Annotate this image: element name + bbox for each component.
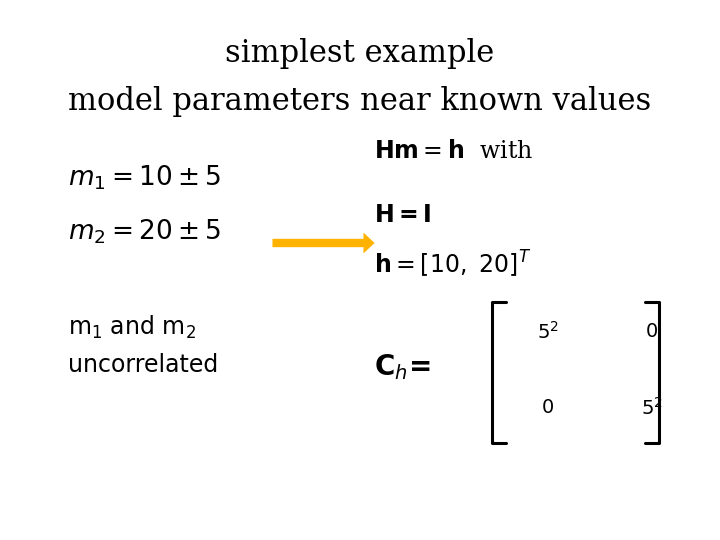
Text: model parameters near known values: model parameters near known values [68,86,652,117]
Text: $5^2$: $5^2$ [641,397,662,418]
Text: $\mathbf{C}_h\!\mathbf{=}$: $\mathbf{C}_h\!\mathbf{=}$ [374,352,431,382]
Text: $m_2 = 20 \pm 5$: $m_2 = 20 \pm 5$ [68,218,221,246]
Text: $\mathbf{H=I}$: $\mathbf{H=I}$ [374,205,431,227]
Text: $5^2$: $5^2$ [536,321,559,343]
Text: $m_1 = 10 \pm 5$: $m_1 = 10 \pm 5$ [68,164,221,192]
Text: $\mathbf{Hm} = \mathbf{h}$  with: $\mathbf{Hm} = \mathbf{h}$ with [374,140,533,163]
Text: simplest example: simplest example [225,38,495,69]
Text: $\mathbf{h} = [10,\ 20]^T$: $\mathbf{h} = [10,\ 20]^T$ [374,249,531,280]
Text: m$_1$ and m$_2$
uncorrelated: m$_1$ and m$_2$ uncorrelated [68,314,218,377]
Text: $0$: $0$ [645,323,658,341]
Text: $0$: $0$ [541,399,554,417]
